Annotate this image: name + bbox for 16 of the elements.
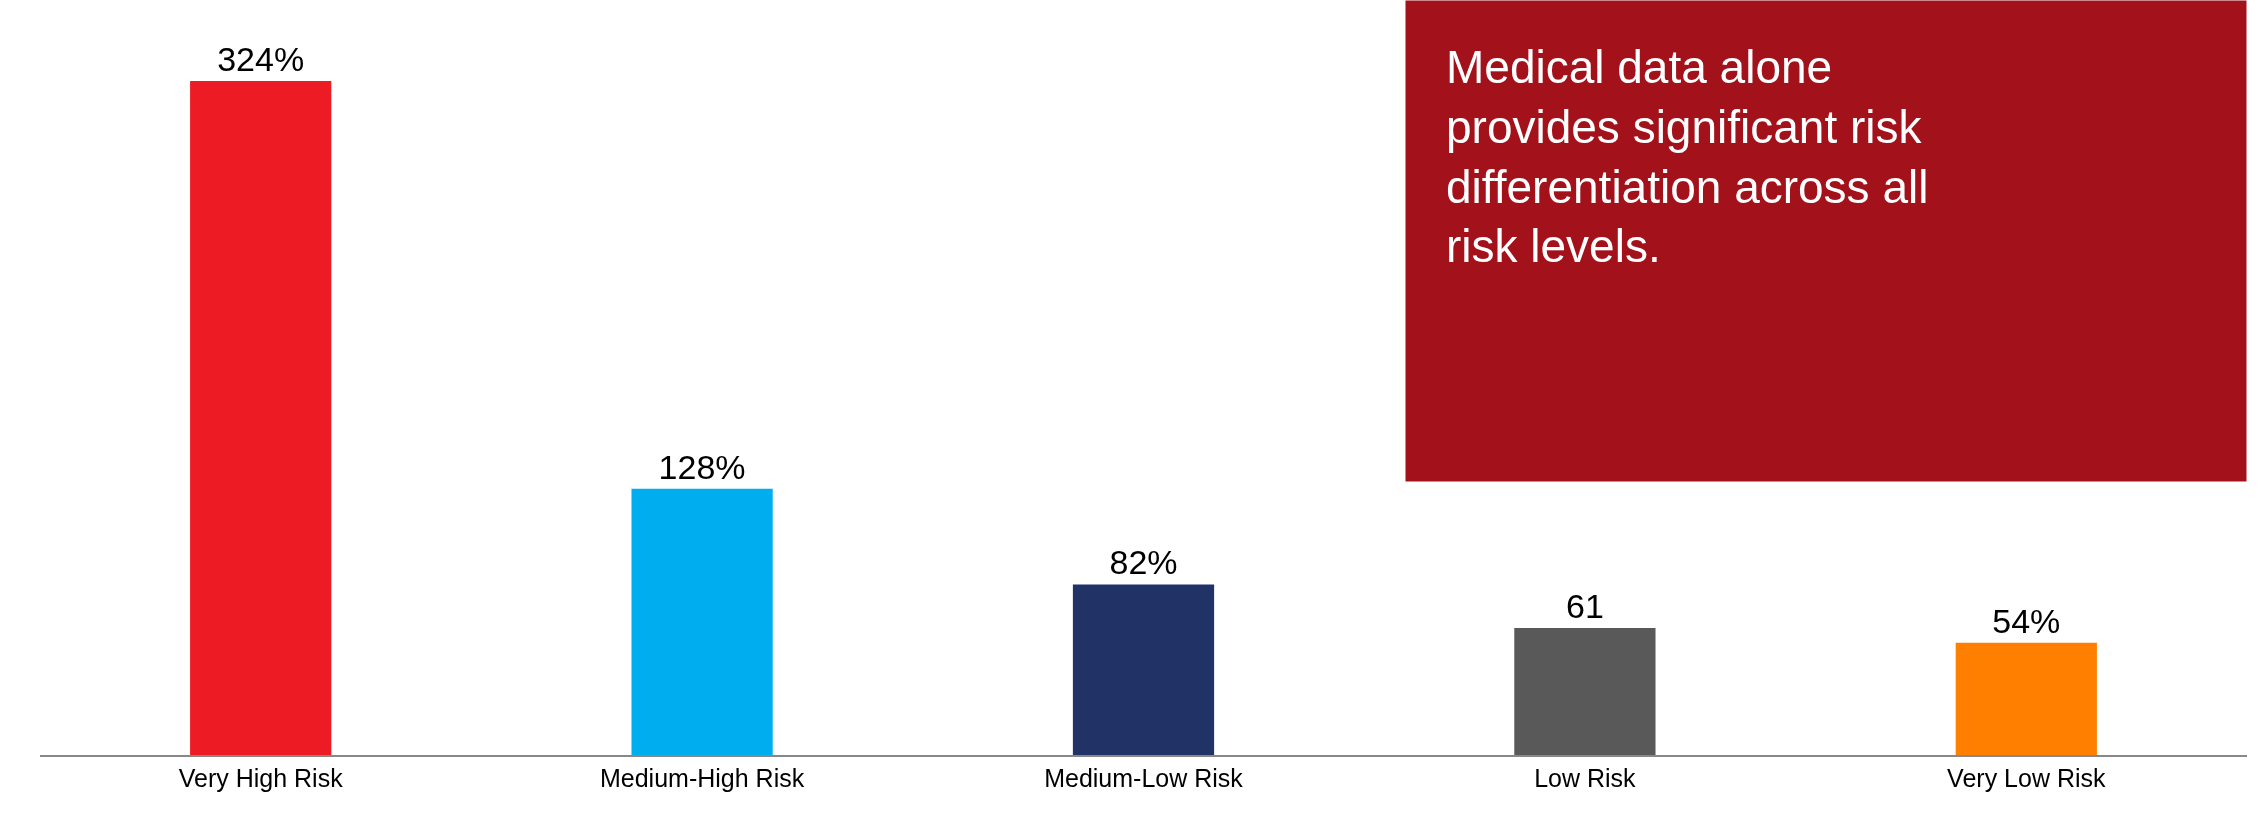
data-label: 61 xyxy=(1565,587,1604,626)
data-label: 54% xyxy=(1992,601,2061,640)
x-tick-label: Very High Risk xyxy=(178,764,344,792)
x-tick-label: Medium-Low Risk xyxy=(1044,764,1244,792)
bar xyxy=(1072,584,1215,755)
data-label: 128% xyxy=(658,447,746,486)
annotation: Medical data alone provides significant risk differentiation across all risk levels. xyxy=(1446,41,1929,273)
x-tick-label: Medium-High Risk xyxy=(599,764,805,792)
x-tick-label: Very Low Risk xyxy=(1947,764,2106,792)
data-label: 82% xyxy=(1109,543,1178,582)
bar xyxy=(1955,642,2097,755)
x-tick-label: Low Risk xyxy=(1534,764,1637,792)
bar xyxy=(190,80,332,755)
bar xyxy=(631,488,773,755)
bar xyxy=(1514,628,1656,755)
data-label: 324% xyxy=(217,39,305,78)
